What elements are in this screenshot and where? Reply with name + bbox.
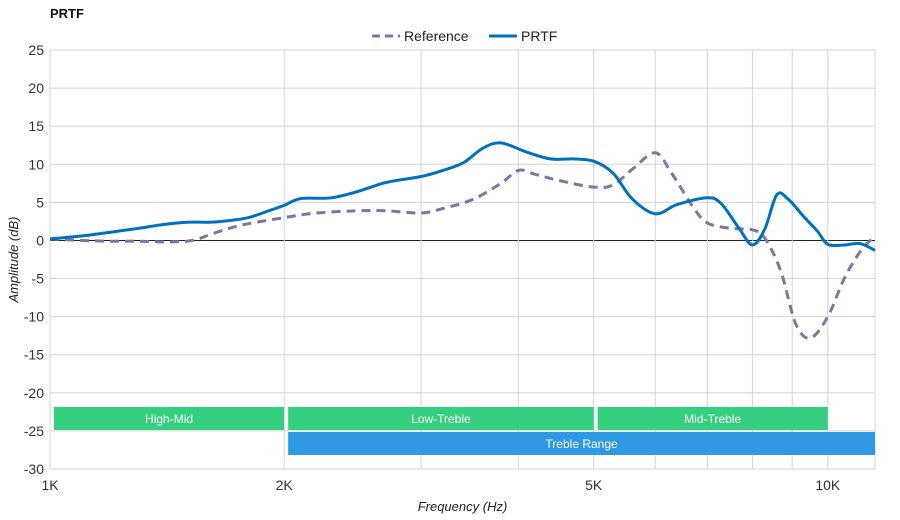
y-tick-label: 0 (36, 232, 44, 248)
plot-frame (49, 49, 876, 470)
grid (49, 49, 876, 470)
y-tick-label: 5 (36, 194, 44, 210)
y-tick-label: -5 (32, 271, 45, 287)
series-line-reference (49, 151, 877, 340)
legend: Reference PRTF (372, 28, 557, 44)
x-tick-label: 1K (41, 477, 59, 493)
x-axis-title: Frequency (Hz) (418, 499, 508, 514)
band-label: Treble Range (545, 437, 618, 451)
x-tick-label: 5K (585, 477, 603, 493)
series-lines (49, 141, 877, 340)
y-tick-label: -20 (24, 385, 44, 401)
y-tick-label: 15 (28, 118, 44, 134)
frequency-bands: High-Mid Low-Treble Mid-Treble Treble Range (54, 407, 875, 455)
band-rect (288, 407, 594, 430)
series-line-prtf (49, 141, 876, 252)
legend-label-prtf: PRTF (521, 28, 557, 44)
band-rect (288, 432, 875, 455)
y-tick-label: -25 (24, 423, 44, 439)
band-rect (597, 407, 828, 430)
band-label: Mid-Treble (684, 412, 741, 426)
y-tick-label: 10 (28, 156, 44, 172)
x-tick-label: 10K (815, 477, 841, 493)
y-axis-title: Amplitude (dB) (6, 217, 21, 304)
band-rect (54, 407, 285, 430)
y-tick-label: 25 (28, 42, 44, 58)
band-label: High-Mid (145, 412, 193, 426)
y-tick-label: -30 (24, 461, 44, 477)
y-tick-label: -10 (24, 309, 44, 325)
y-tick-label: -15 (24, 347, 44, 363)
chart-title: PRTF (50, 6, 84, 21)
y-tick-label: 20 (28, 80, 44, 96)
x-tick-label: 2K (276, 477, 294, 493)
legend-label-reference: Reference (404, 28, 469, 44)
band-label: Low-Treble (411, 412, 471, 426)
